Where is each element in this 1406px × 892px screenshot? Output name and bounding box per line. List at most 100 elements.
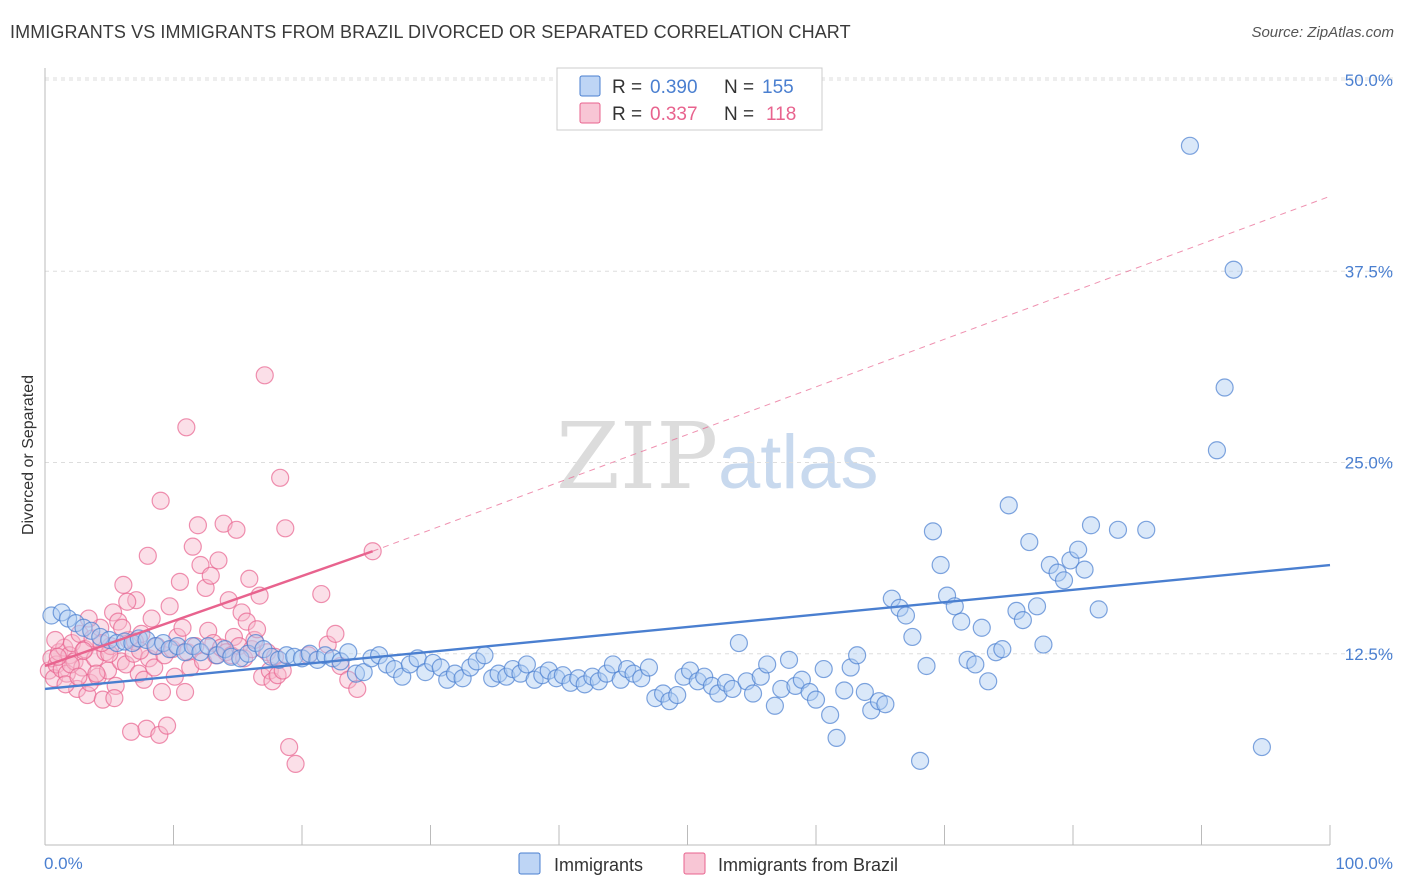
immigrant-point <box>603 655 623 674</box>
brazil-point <box>138 546 157 565</box>
brazil-point <box>188 516 208 535</box>
brazil-point <box>240 569 259 588</box>
immigrant-point <box>277 646 296 665</box>
immigrant-point <box>848 646 867 665</box>
brazil-point <box>88 667 107 686</box>
immigrant-point <box>82 621 101 640</box>
x-tick-label-min: 0.0% <box>44 854 83 873</box>
immigrant-point <box>855 682 874 702</box>
brazil-point <box>271 468 290 487</box>
immigrant-point <box>758 655 777 674</box>
immigrant-point <box>589 672 608 691</box>
immigrant-point <box>517 655 536 674</box>
immigrant-point <box>695 667 714 686</box>
legend: R = 0.390 N = 155 R = 0.337 N = 118 <box>556 67 823 131</box>
immigrant-point <box>979 672 998 691</box>
immigrant-point <box>583 667 602 686</box>
brazil-point <box>348 679 367 699</box>
legend-r-label-immigrants: R = <box>612 77 642 98</box>
x-ticks <box>44 825 1331 845</box>
immigrant-point <box>1013 610 1032 630</box>
immigrant-point <box>483 669 502 688</box>
y-tick-label: 12.5% <box>1345 645 1393 664</box>
immigrant-point <box>999 496 1018 515</box>
x-tick-label-max: 100.0% <box>1335 854 1393 873</box>
brazil-point <box>247 620 267 639</box>
immigrant-point <box>618 659 637 679</box>
bottom-legend-label-immigrants: Immigrants <box>554 855 643 875</box>
legend-n-label-immigrants: N = <box>724 77 754 98</box>
legend-n-value-immigrants: 155 <box>762 77 794 98</box>
immigrant-point <box>1252 737 1271 757</box>
brazil-point <box>173 618 192 637</box>
bottom-legend: Immigrants Immigrants from Brazil <box>518 852 898 875</box>
immigrant-point <box>354 663 373 682</box>
brazil-point <box>157 716 177 735</box>
immigrant-point <box>475 646 494 665</box>
bottom-legend-swatch-immigrants <box>518 852 541 875</box>
immigrant-point <box>743 684 763 703</box>
immigrant-point <box>835 681 854 700</box>
brazil-point <box>121 722 141 741</box>
immigrant-point <box>993 640 1012 659</box>
legend-r-value-brazil: 0.337 <box>650 104 698 125</box>
immigrant-point <box>972 618 991 637</box>
brazil-point <box>160 597 179 616</box>
brazil-point <box>227 520 246 539</box>
brazil-point <box>105 689 124 708</box>
immigrant-point <box>931 555 950 575</box>
brazil-point <box>255 366 274 385</box>
brazil-point <box>237 612 256 631</box>
chart-title: IMMIGRANTS VS IMMIGRANTS FROM BRAZIL DIV… <box>10 22 851 42</box>
immigrant-point <box>1069 540 1088 559</box>
immigrant-point <box>533 666 552 685</box>
brazil-point <box>93 690 112 709</box>
legend-n-value-brazil: 118 <box>766 104 796 125</box>
immigrant-point <box>1215 378 1234 397</box>
watermark: ZIP atlas <box>556 403 879 510</box>
brazil-point <box>142 609 161 628</box>
brazil-point <box>118 592 137 611</box>
immigrant-point <box>539 661 558 680</box>
brazil-point <box>152 682 172 702</box>
immigrant-point <box>896 606 916 625</box>
immigrant-point <box>903 627 922 647</box>
immigrant-point <box>729 633 749 653</box>
immigrant-point <box>952 612 971 631</box>
brazil-trendline-extension <box>372 195 1331 552</box>
legend-r-label-brazil: R = <box>612 104 642 125</box>
immigrant-point <box>1040 555 1059 575</box>
brazil-point <box>145 658 164 677</box>
immigrant-point <box>1034 635 1053 654</box>
immigrant-point <box>668 685 687 705</box>
immigrant-point <box>688 672 707 691</box>
series-immigrants-points <box>42 136 1271 770</box>
immigrant-point <box>1081 516 1101 535</box>
y-tick-label: 37.5% <box>1345 262 1393 281</box>
immigrant-point <box>254 640 273 659</box>
brazil-point <box>151 491 170 510</box>
brazil-point <box>127 591 146 610</box>
brazil-point <box>114 575 133 595</box>
y-axis-label: Divorced or Separated <box>20 375 37 535</box>
immigrant-point <box>923 522 943 541</box>
brazil-point <box>326 624 345 643</box>
brazil-point <box>224 627 243 647</box>
y-tick-label: 25.0% <box>1345 454 1393 473</box>
immigrant-point <box>806 690 826 709</box>
brazil-point <box>183 537 202 556</box>
brazil-point <box>280 737 299 757</box>
brazil-point <box>69 667 88 686</box>
immigrant-point <box>575 675 594 694</box>
brazil-point <box>150 725 169 744</box>
immigrant-point <box>1054 571 1074 590</box>
immigrant-point <box>814 659 833 679</box>
watermark-zip: ZIP <box>556 403 718 510</box>
immigrants-trendline <box>44 563 1331 691</box>
brazil-point <box>312 584 331 604</box>
immigrant-point <box>1180 136 1200 155</box>
brazil-point <box>276 519 295 538</box>
immigrant-point <box>1089 600 1108 619</box>
immigrant-point <box>723 679 742 699</box>
immigrant-point <box>917 656 936 676</box>
